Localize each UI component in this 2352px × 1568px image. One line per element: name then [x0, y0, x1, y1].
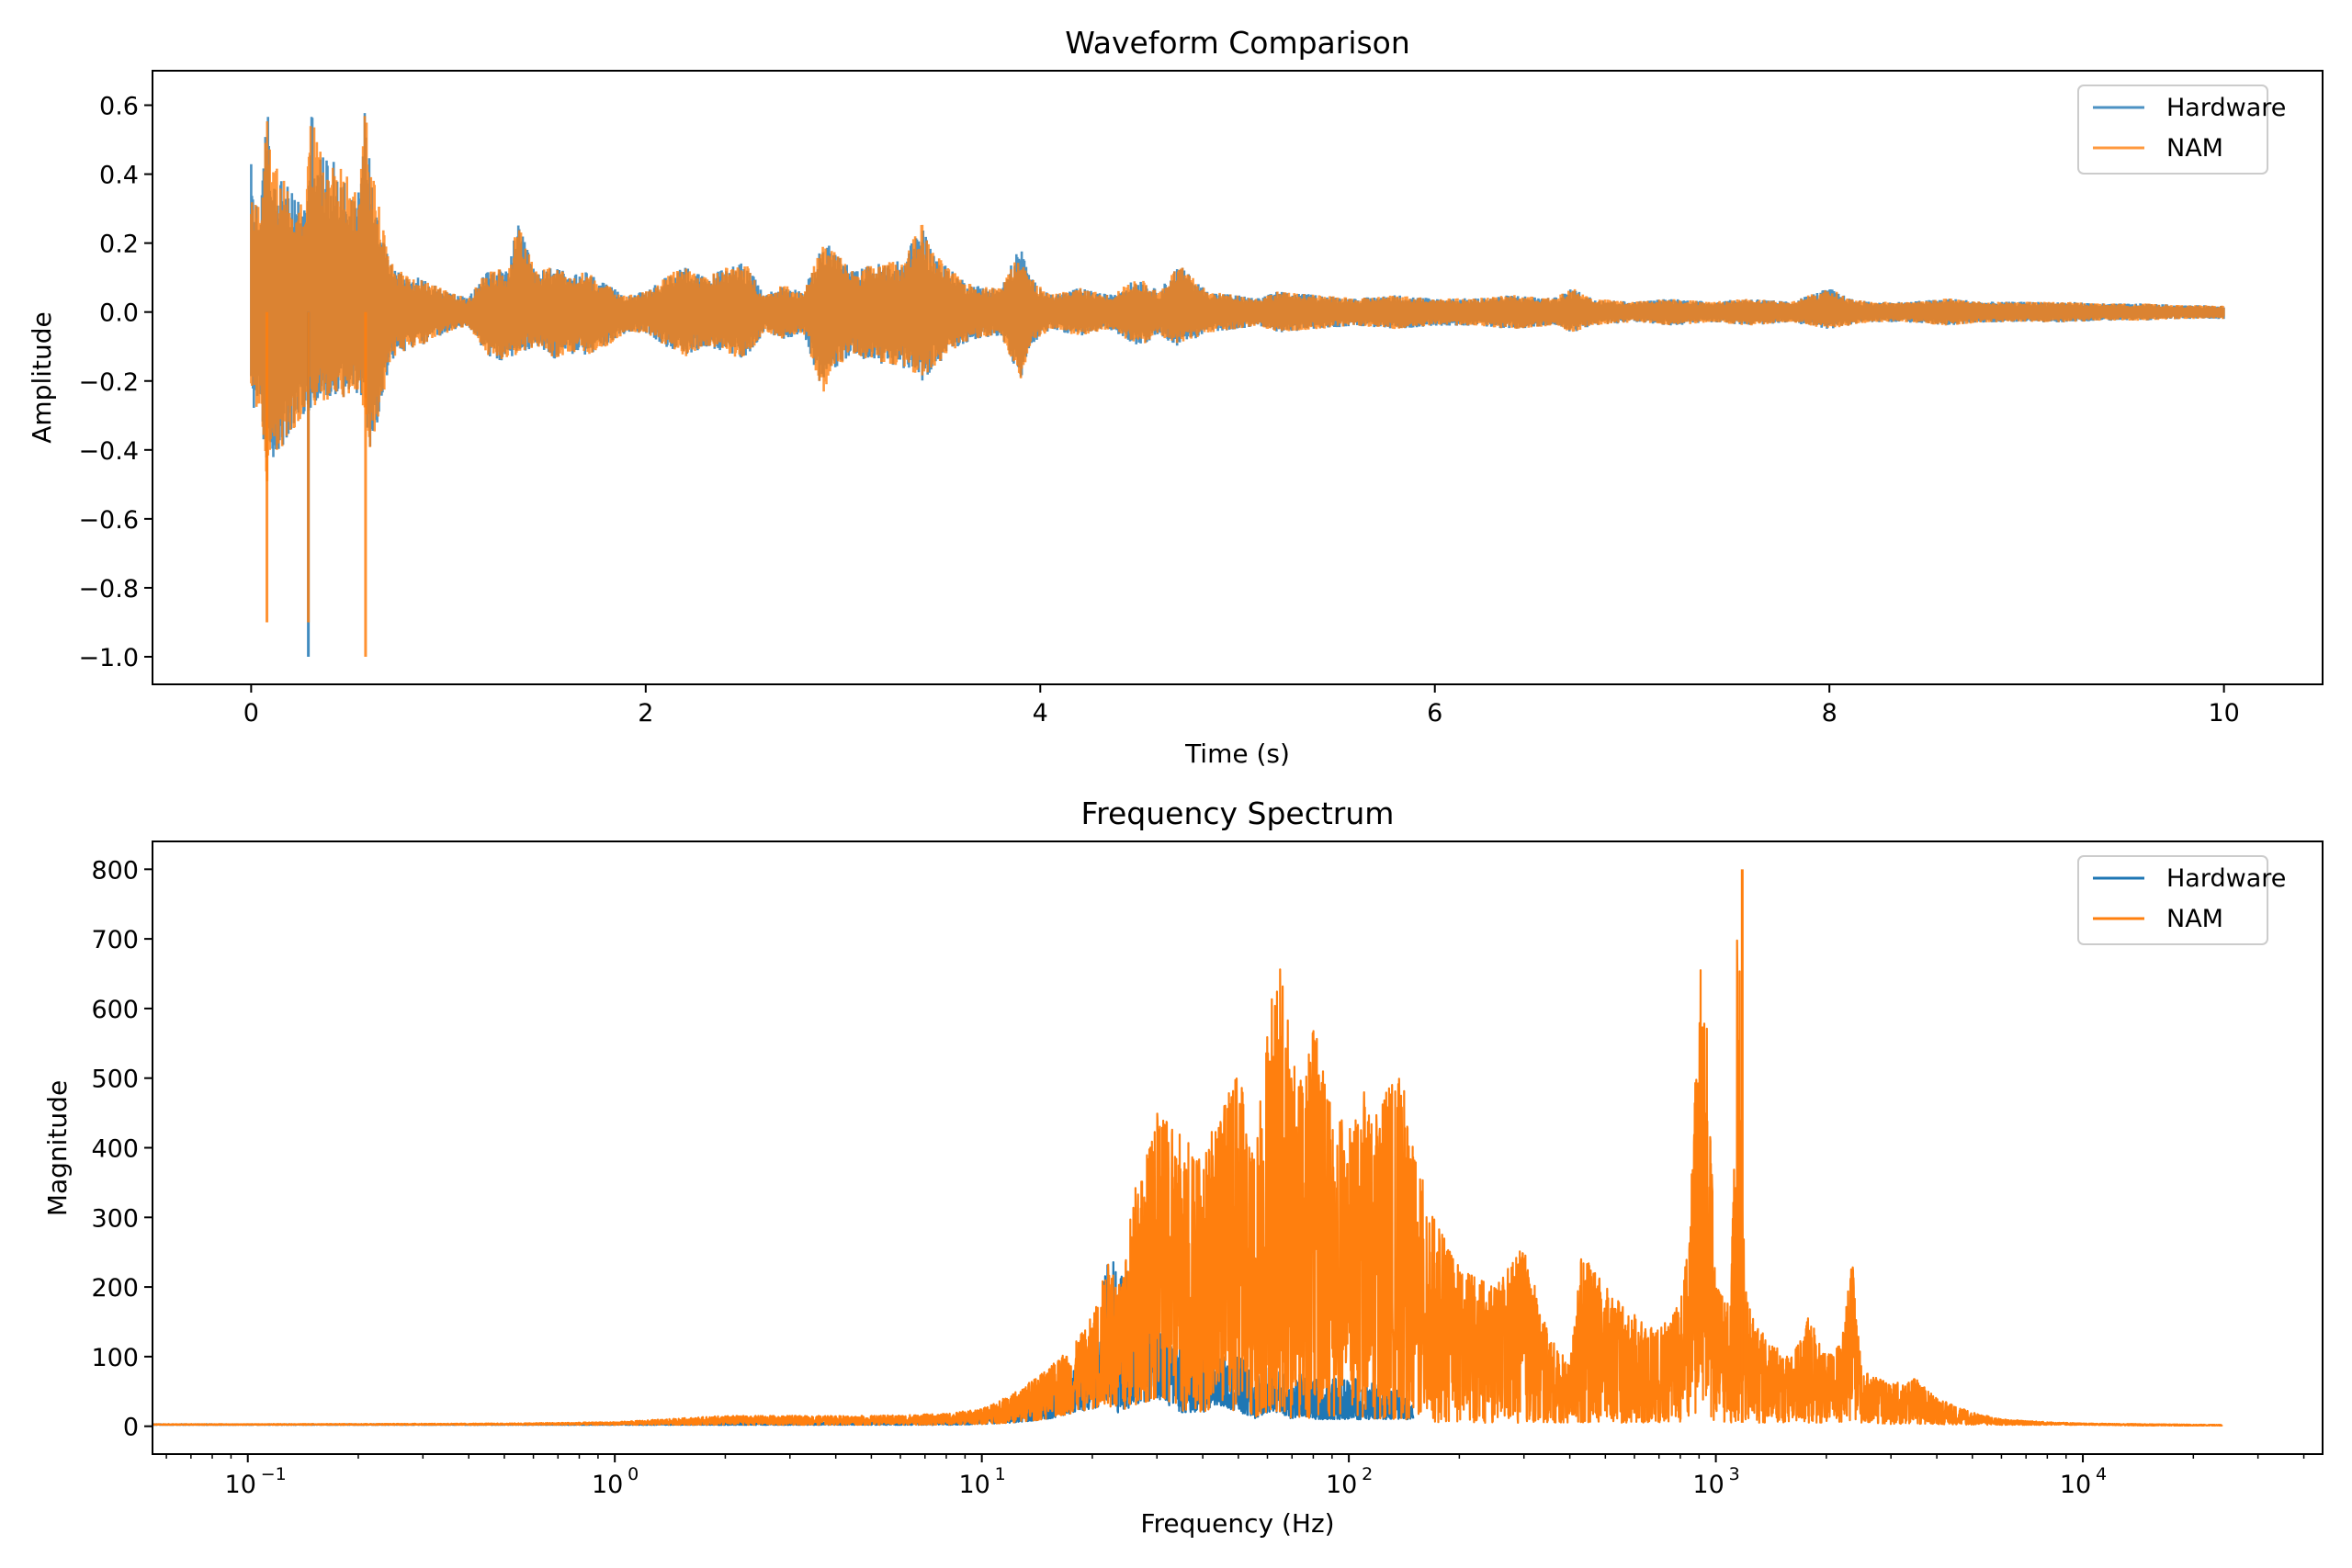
waveform-y-tick-label: 0.4 — [99, 162, 139, 190]
spectrum-y-tick-label: 400 — [91, 1135, 139, 1164]
spectrum-legend[interactable]: Hardware NAM — [2077, 855, 2286, 945]
waveform-y-tick-label: 0.2 — [99, 231, 139, 259]
spectrum-x-tick-exponent: 0 — [628, 1464, 639, 1484]
spectrum-x-tick-exponent: 4 — [2096, 1464, 2107, 1484]
spectrum-y-tick-label: 800 — [91, 856, 139, 885]
spectrum-x-tick-label: 10 — [2060, 1471, 2091, 1499]
spectrum-legend-hardware-label: Hardware — [2166, 864, 2286, 893]
spectrum-x-tick-label: 10 — [1692, 1471, 1724, 1499]
waveform-x-tick-label: 10 — [2208, 699, 2239, 728]
spectrum-y-tick-label: 100 — [91, 1344, 139, 1372]
spectrum-x-tick-label: 10 — [592, 1471, 623, 1499]
waveform-y-tick-label: 0.0 — [99, 299, 139, 328]
waveform-y-tick-label: −1.0 — [78, 644, 139, 672]
waveform-y-tick-label: −0.2 — [78, 368, 139, 397]
waveform-x-tick-label: 6 — [1427, 699, 1442, 728]
waveform-ticks: 0 2 4 6 8 10 0.6 0.4 0.2 0.0 −0.2 −0.4 −0.6 −0.8 −1.0 — [78, 93, 2239, 728]
spectrum-nam-line — [153, 939, 2223, 1427]
waveform-y-tick-label: −0.6 — [78, 506, 139, 535]
spectrum-y-tick-label: 300 — [91, 1204, 139, 1233]
spectrum-y-tick-label: 600 — [91, 996, 139, 1024]
spectrum-legend-nam-label: NAM — [2166, 905, 2223, 933]
waveform-legend[interactable]: Hardware NAM — [2077, 85, 2286, 175]
waveform-x-tick-label: 8 — [1822, 699, 1838, 728]
spectrum-chart: Frequency Spectrum 10 −1 10 0 10 1 10 2 10 3 10 480… — [42, 795, 2324, 1539]
spectrum-x-axis-label: Frequency (Hz) — [1140, 1508, 1334, 1539]
waveform-nam-line — [250, 116, 2225, 481]
spectrum-y-axis-label: Magnitude — [42, 1080, 73, 1216]
waveform-plot-frame — [152, 70, 2324, 685]
waveform-series — [250, 113, 2225, 657]
spectrum-plot-frame — [152, 840, 2324, 1455]
spectrum-y-tick-label: 700 — [91, 926, 139, 954]
waveform-legend-hardware-label: Hardware — [2166, 94, 2286, 122]
waveform-chart-title: Waveform Comparison — [1065, 25, 1410, 61]
waveform-x-tick-label: 4 — [1033, 699, 1048, 728]
waveform-chart: Waveform Comparison 0 2 4 6 8 10 0.6 0.4 0.2 0.0 −… — [27, 25, 2324, 769]
spectrum-y-tick-label: 0 — [123, 1414, 139, 1442]
spectrum-y-tick-label: 200 — [91, 1274, 139, 1303]
spectrum-x-tick-label: 10 — [1326, 1471, 1357, 1499]
waveform-y-tick-label: −0.8 — [78, 575, 139, 604]
spectrum-x-tick-label: 10 — [225, 1471, 256, 1499]
spectrum-x-tick-exponent: 2 — [1362, 1464, 1373, 1484]
waveform-x-tick-label: 0 — [243, 699, 259, 728]
spectrum-chart-title: Frequency Spectrum — [1081, 795, 1395, 831]
spectrum-y-tick-label: 500 — [91, 1066, 139, 1094]
spectrum-x-tick-label: 10 — [958, 1471, 989, 1499]
spectrum-x-tick-exponent: −1 — [261, 1464, 287, 1484]
spectrum-series — [153, 869, 2223, 1427]
spectrum-x-tick-exponent: 1 — [995, 1464, 1006, 1484]
waveform-x-tick-label: 2 — [638, 699, 653, 728]
waveform-y-tick-label: 0.6 — [99, 93, 139, 121]
spectrum-x-tick-exponent: 3 — [1729, 1464, 1740, 1484]
waveform-y-axis-label: Amplitude — [27, 311, 57, 444]
waveform-legend-nam-label: NAM — [2166, 134, 2223, 163]
waveform-x-axis-label: Time (s) — [1184, 739, 1290, 769]
waveform-y-tick-label: −0.4 — [78, 437, 139, 466]
